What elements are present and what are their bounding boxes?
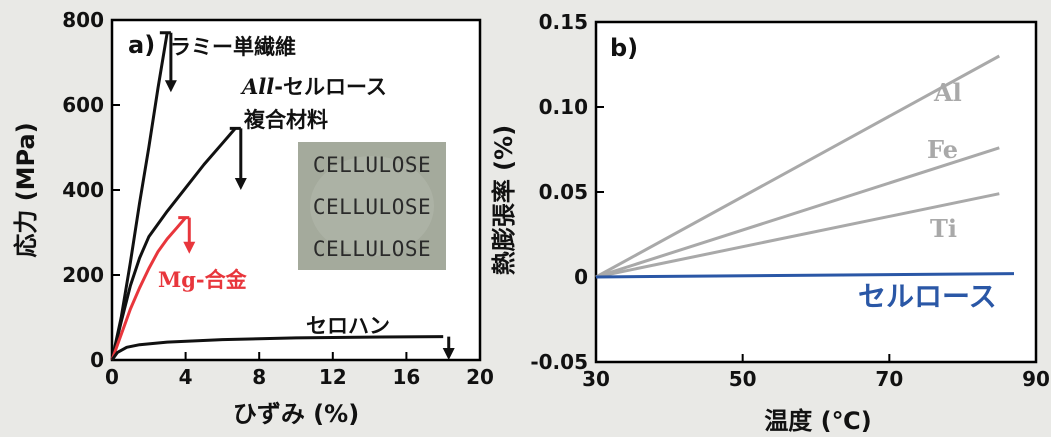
cellulose-photo: CELLULOSE CELLULOSE CELLULOSE: [298, 142, 446, 270]
label-cellophane: セロハン: [306, 314, 390, 338]
x-tick-label-a-0: 0: [105, 365, 119, 389]
x-tick-label-b-3: 90: [1022, 367, 1050, 391]
label-composite-suffix: -セルロース: [274, 75, 387, 99]
mg-failure-arrow-head: [183, 241, 196, 254]
y-tick-label-b-0: -0.05: [530, 350, 588, 374]
y-tick-label-b-4: 0.15: [539, 10, 588, 34]
label-mg-alloy: Mg-合金: [158, 267, 248, 292]
photo-film: [310, 156, 434, 256]
x-tick-label-b-0: 30: [582, 367, 610, 391]
y-axis-label-b: 熱膨張率 (%): [490, 125, 518, 275]
x-axis-label-b: 温度 (℃): [764, 407, 871, 435]
series-line-b-2: [595, 192, 1000, 279]
y-tick-label-a-2: 400: [62, 178, 104, 202]
label-fe: Fe: [927, 135, 958, 164]
label-al: Al: [933, 78, 962, 107]
x-tick-label-a-1: 4: [179, 365, 193, 389]
panel-label-b: b): [610, 34, 638, 62]
cellophane-failure-arrow-head: [442, 348, 455, 360]
plot-area-b: [594, 20, 1038, 364]
label-composite-line2: 複合材料: [243, 108, 328, 132]
label-ramie: ラミー単繊維: [170, 35, 296, 59]
photo-text-3: CELLULOSE: [313, 237, 431, 261]
y-tick-label-b-3: 0.10: [539, 95, 588, 119]
x-tick-label-a-2: 8: [252, 365, 266, 389]
label-composite-line1: All-セルロース: [240, 74, 387, 99]
series-line-a-3: [110, 335, 444, 361]
y-tick-label-b-1: 0: [574, 265, 588, 289]
label-ti: Ti: [930, 214, 957, 243]
series-line-b-1: [595, 146, 1000, 279]
series-line-a-1: [110, 127, 237, 361]
ramie-failure-arrow-head: [164, 80, 177, 93]
y-tick-label-a-0: 0: [90, 348, 104, 372]
x-axis-label-a: ひずみ (%): [233, 400, 359, 428]
ticks-b: 30 50 70 90 -0.05 0 0.05 0.10 0.15: [530, 10, 1050, 391]
x-tick-label-b-1: 50: [729, 367, 757, 391]
x-tick-label-b-2: 70: [875, 367, 903, 391]
series-line-a-2: [110, 216, 187, 361]
panel-b: 30 50 70 90 -0.05 0 0.05 0.10 0.15 b) Al Fe Ti セ…: [490, 10, 1050, 435]
panel-label-a: a): [128, 31, 155, 59]
series-lines-a: [110, 31, 455, 361]
x-tick-label-a-4: 16: [392, 365, 420, 389]
series-line-b-3: [595, 272, 1015, 279]
y-tick-label-b-2: 0.05: [539, 180, 588, 204]
label-cellulose: セルロース: [858, 280, 997, 313]
label-composite-prefix: All: [240, 74, 274, 99]
series-lines-b: [595, 54, 1015, 279]
composite-failure-arrow-head: [234, 178, 247, 190]
y-tick-label-a-3: 600: [62, 93, 104, 117]
y-axis-label-a: 応力 (MPa): [12, 122, 40, 257]
series-line-b-0: [595, 54, 1001, 279]
y-tick-label-a-1: 200: [62, 263, 104, 287]
x-tick-label-a-5: 20: [466, 365, 494, 389]
photo-text-1: CELLULOSE: [313, 153, 431, 177]
photo-text-2: CELLULOSE: [313, 195, 431, 219]
y-tick-label-a-4: 800: [62, 8, 104, 32]
x-tick-label-a-3: 12: [319, 365, 347, 389]
